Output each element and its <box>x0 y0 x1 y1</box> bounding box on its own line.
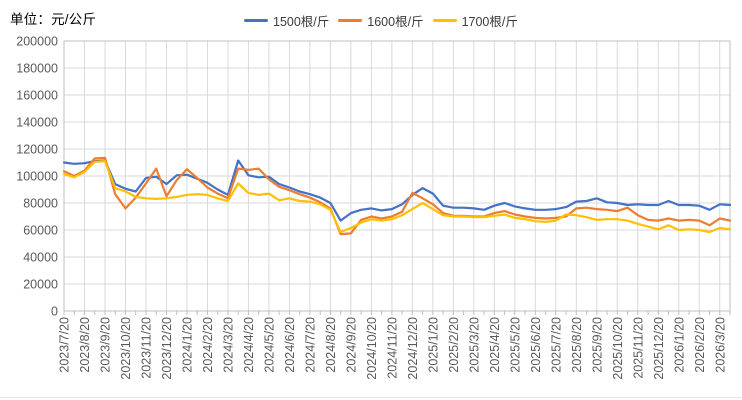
svg-text:80000: 80000 <box>23 197 58 211</box>
svg-text:2025/1/20: 2025/1/20 <box>426 317 440 373</box>
svg-text:200000: 200000 <box>16 35 58 49</box>
legend-item-1500[interactable]: 1500根/斤 <box>244 11 329 30</box>
svg-text:2025/9/20: 2025/9/20 <box>590 317 604 373</box>
svg-text:2024/5/20: 2024/5/20 <box>262 317 276 373</box>
svg-text:2024/10/20: 2024/10/20 <box>365 317 379 380</box>
svg-text:2025/8/20: 2025/8/20 <box>570 317 584 373</box>
svg-text:2024/9/20: 2024/9/20 <box>344 317 358 373</box>
legend-line-swatch-yellow <box>432 18 457 23</box>
svg-text:60000: 60000 <box>23 224 58 238</box>
svg-text:2024/8/20: 2024/8/20 <box>324 317 338 373</box>
svg-text:2026/3/20: 2026/3/20 <box>713 317 727 373</box>
legend-item-1600[interactable]: 1600根/斤 <box>338 11 424 30</box>
svg-text:2024/1/20: 2024/1/20 <box>180 317 194 373</box>
svg-text:0: 0 <box>51 305 58 319</box>
svg-text:2023/10/20: 2023/10/20 <box>119 317 133 380</box>
legend-label: 1500根/斤 <box>273 15 330 29</box>
svg-text:2023/7/20: 2023/7/20 <box>58 317 72 373</box>
svg-text:100000: 100000 <box>16 170 58 184</box>
chart-legend: 1500根/斤 1600根/斤 1700根/斤 <box>244 11 518 30</box>
svg-text:2026/2/20: 2026/2/20 <box>693 317 707 373</box>
svg-text:2023/11/20: 2023/11/20 <box>139 317 153 379</box>
svg-text:2025/4/20: 2025/4/20 <box>488 317 502 373</box>
sheet-bottom-border <box>0 397 742 398</box>
svg-text:2025/2/20: 2025/2/20 <box>447 317 461 373</box>
svg-text:2025/5/20: 2025/5/20 <box>508 317 522 373</box>
svg-text:2025/3/20: 2025/3/20 <box>467 317 481 373</box>
svg-text:2025/10/20: 2025/10/20 <box>611 317 625 380</box>
svg-text:2024/3/20: 2024/3/20 <box>221 317 235 373</box>
legend-label: 1600根/斤 <box>367 15 424 29</box>
svg-text:2025/6/20: 2025/6/20 <box>529 317 543 373</box>
svg-text:2023/8/20: 2023/8/20 <box>78 317 92 373</box>
svg-text:140000: 140000 <box>16 116 58 130</box>
svg-text:2024/2/20: 2024/2/20 <box>201 317 215 373</box>
svg-text:40000: 40000 <box>23 251 58 265</box>
svg-text:2024/12/20: 2024/12/20 <box>406 317 420 380</box>
legend-item-1700[interactable]: 1700根/斤 <box>432 11 518 30</box>
svg-text:2024/6/20: 2024/6/20 <box>283 317 297 373</box>
legend-line-swatch-blue <box>244 18 268 23</box>
unit-label: 单位：元/公斤 <box>10 12 97 27</box>
svg-text:20000: 20000 <box>23 278 58 292</box>
svg-text:2025/7/20: 2025/7/20 <box>549 317 563 373</box>
svg-text:2024/7/20: 2024/7/20 <box>303 317 317 373</box>
svg-text:2023/12/20: 2023/12/20 <box>160 317 174 380</box>
svg-text:120000: 120000 <box>16 143 58 157</box>
svg-text:2026/1/20: 2026/1/20 <box>672 317 686 373</box>
svg-text:2025/11/20: 2025/11/20 <box>631 317 645 379</box>
legend-line-swatch-orange <box>338 18 363 23</box>
svg-text:2023/9/20: 2023/9/20 <box>98 317 112 373</box>
legend-label: 1700根/斤 <box>461 15 518 29</box>
svg-text:160000: 160000 <box>16 89 58 103</box>
svg-text:2024/11/20: 2024/11/20 <box>385 317 399 379</box>
svg-text:180000: 180000 <box>16 62 58 76</box>
svg-text:2024/4/20: 2024/4/20 <box>242 317 256 373</box>
svg-text:2025/12/20: 2025/12/20 <box>652 317 666 380</box>
